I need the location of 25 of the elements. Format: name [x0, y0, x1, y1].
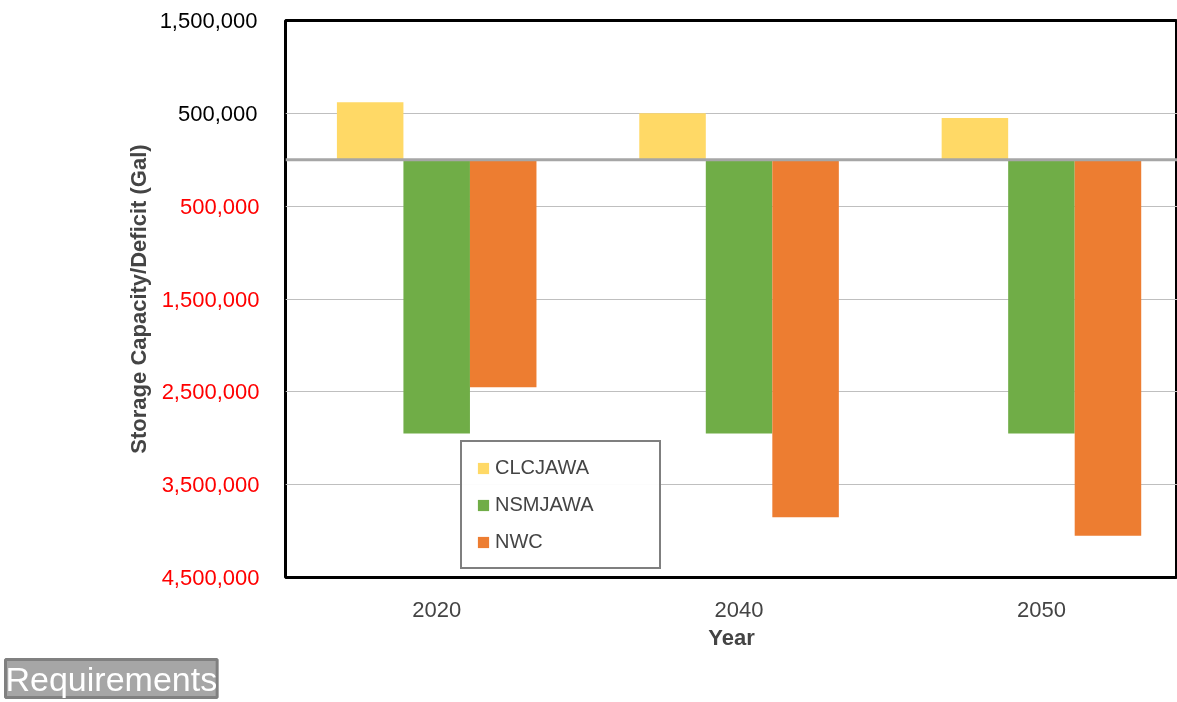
- y-tick-label: 1,500,000: [159, 8, 258, 33]
- bar: [772, 159, 839, 518]
- legend-label: NSMJAWA: [495, 493, 595, 516]
- bar: [639, 113, 706, 160]
- bar: [1008, 159, 1075, 434]
- y-axis-title: Storage Capacity/Deficit (Gal): [125, 144, 151, 454]
- y-tick-label: 4,500,000: [161, 565, 260, 590]
- y-tick-label: 500,000: [179, 193, 260, 219]
- legend-label: CLCJAWA: [495, 456, 591, 479]
- bar: [705, 159, 773, 434]
- y-tick-label: 1,500,000: [161, 286, 260, 312]
- bar: [403, 159, 470, 434]
- x-tick-label: 2040: [714, 596, 764, 622]
- y-tick-label: 3,500,000: [161, 472, 260, 498]
- text: Requirements: [5, 659, 218, 698]
- bar: [1074, 159, 1142, 536]
- bar: [469, 159, 537, 388]
- bar: [336, 102, 404, 160]
- x-tick-label: 2050: [1016, 596, 1066, 622]
- y-tick-label: 2,500,000: [161, 379, 260, 405]
- x-axis-title: Year: [708, 624, 756, 650]
- bar: [941, 117, 1009, 160]
- y-tick-label: 500,000: [177, 100, 258, 126]
- legend-label: NWC: [495, 530, 544, 553]
- x-tick-label: 2020: [412, 596, 462, 622]
